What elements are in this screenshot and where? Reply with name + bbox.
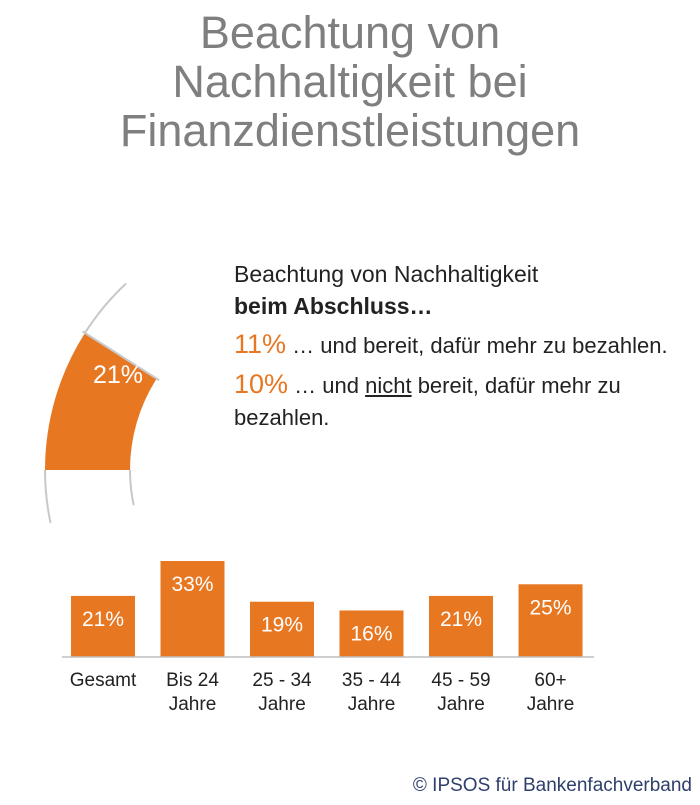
callout-heading-line-2: beim Abschluss…: [234, 293, 433, 319]
x-tick-label: Jahre: [527, 694, 575, 715]
x-tick-label: Jahre: [437, 694, 485, 715]
bar-data-label: 16%: [350, 622, 392, 645]
gauge-outline-outer: [44, 469, 52, 524]
bar-data-label: 21%: [440, 608, 482, 631]
x-tick-label: Gesamt: [70, 670, 137, 691]
x-tick-label: 25 - 34: [252, 670, 312, 691]
source-credit: © IPSOS für Bankenfachverband: [412, 775, 692, 796]
callout-item-not-willing-pct: 10%: [234, 369, 289, 399]
bar: [518, 584, 583, 657]
bar-data-label: 21%: [82, 608, 124, 631]
title-line-1: Beachtung von: [199, 7, 501, 58]
gauge-segment: [45, 332, 157, 470]
gauge-edge: [81, 330, 160, 382]
bar-data-label: 33%: [171, 573, 213, 596]
callout-item-willing: 11% … und bereit, dafür mehr zu bezahlen…: [234, 328, 684, 362]
bar-data-label: 19%: [261, 614, 303, 637]
x-tick-label: Jahre: [258, 694, 306, 715]
x-tick-label: Jahre: [169, 694, 217, 715]
title-line-2: Nachhaltigkeit bei: [172, 56, 528, 107]
callout-item-willing-pct: 11%: [234, 329, 287, 359]
title-line-3: Finanzdienstleistungen: [119, 105, 581, 156]
chart-title: Beachtung von Nachhaltigkeit bei Finanzd…: [0, 8, 700, 155]
callout-item-willing-text: … und bereit, dafür mehr zu bezahlen.: [286, 333, 668, 358]
callout: Beachtung von Nachhaltigkeit beim Abschl…: [234, 258, 684, 434]
gauge-value-label: 21%: [93, 361, 143, 389]
callout-item-not-willing: 10% … und nicht bereit, dafür mehr zu be…: [234, 368, 684, 434]
gauge-outline-top: [84, 282, 127, 334]
bar-data-label: 25%: [529, 596, 571, 619]
bar: [250, 601, 314, 657]
x-tick-label: 45 - 59: [431, 670, 490, 691]
callout-item-not-willing-text-before: … und: [288, 373, 366, 398]
bar-chart: 21% Gesamt 33% Bis 24 Jahre 19% 25 - 34 Jahre 16…: [62, 561, 594, 715]
callout-heading-line-1: Beachtung von Nachhaltigkeit: [234, 261, 539, 287]
callout-item-not-willing-text-after: bereit, dafür mehr zu bezahlen.: [234, 373, 621, 430]
gauge-chart: 21%: [44, 282, 160, 524]
bar: [160, 561, 225, 657]
callout-item-not-willing-underlined: nicht: [365, 373, 412, 398]
bar: [71, 595, 135, 657]
x-tick-label: 35 - 44: [342, 670, 402, 691]
x-tick-label: 60+: [534, 670, 566, 691]
gauge-outline-inner: [129, 469, 135, 506]
x-tick-label: Jahre: [348, 694, 396, 715]
x-tick-label: Bis 24: [166, 670, 219, 691]
bar: [429, 595, 493, 657]
bar: [339, 610, 404, 657]
